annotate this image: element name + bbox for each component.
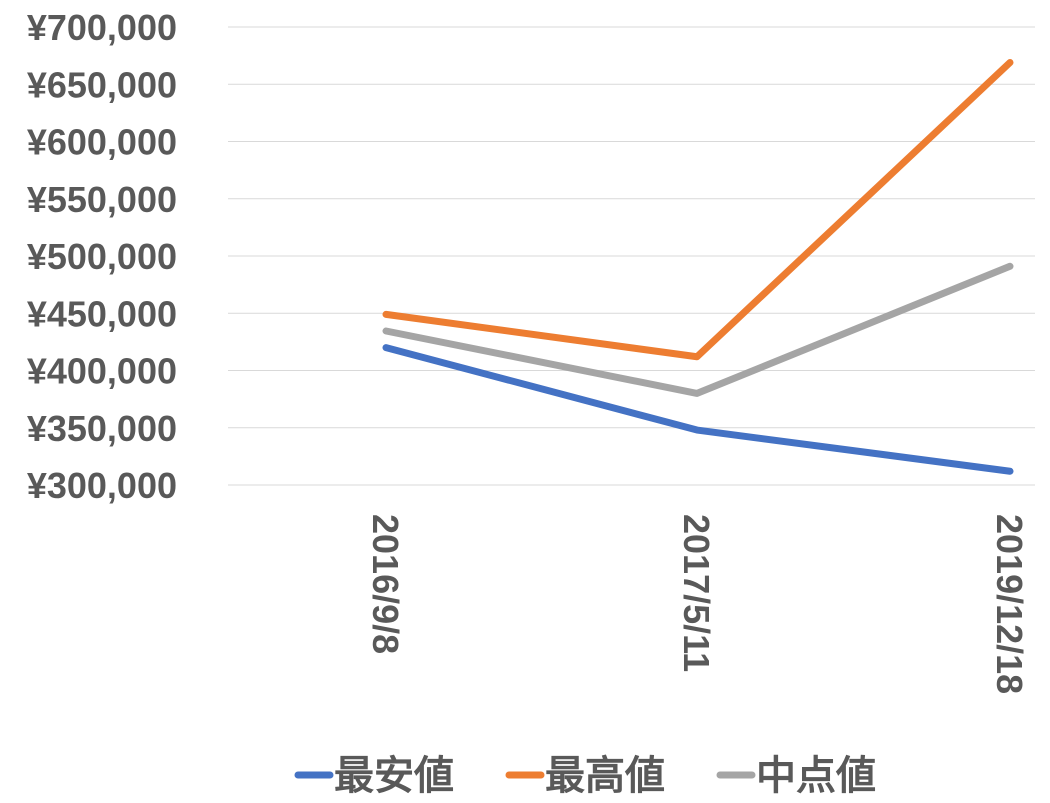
legend-label: 最安値 [334, 753, 454, 799]
y-axis-tick-labels: ¥300,000 ¥350,000 ¥400,000 ¥450,000 ¥500,000… [27, 7, 177, 506]
y-tick-label: ¥550,000 [27, 179, 177, 220]
legend: 最安値 最高値 中点値 [294, 753, 876, 799]
series-line [382, 58, 1014, 361]
y-tick-label: ¥600,000 [27, 122, 177, 163]
y-tick-label: ¥700,000 [27, 7, 177, 48]
y-tick-label: ¥450,000 [27, 293, 177, 334]
x-tick-label: 2019/12/18 [989, 514, 1030, 694]
series-line [382, 344, 1014, 475]
x-tick-label: 2017/5/11 [676, 514, 717, 672]
x-tick-label: 2016/9/8 [365, 514, 406, 654]
series-line [382, 262, 1014, 397]
y-tick-label: ¥300,000 [27, 465, 177, 506]
series-lines [382, 58, 1014, 475]
x-axis-tick-labels: 2016/9/8 2017/5/11 2019/12/18 [365, 514, 1030, 694]
legend-label: 最高値 [545, 753, 665, 799]
y-tick-label: ¥500,000 [27, 236, 177, 277]
y-tick-label: ¥650,000 [27, 64, 177, 105]
legend-label: 中点値 [756, 753, 876, 799]
gridlines [228, 26, 1035, 486]
y-tick-label: ¥350,000 [27, 408, 177, 449]
y-tick-label: ¥400,000 [27, 351, 177, 392]
